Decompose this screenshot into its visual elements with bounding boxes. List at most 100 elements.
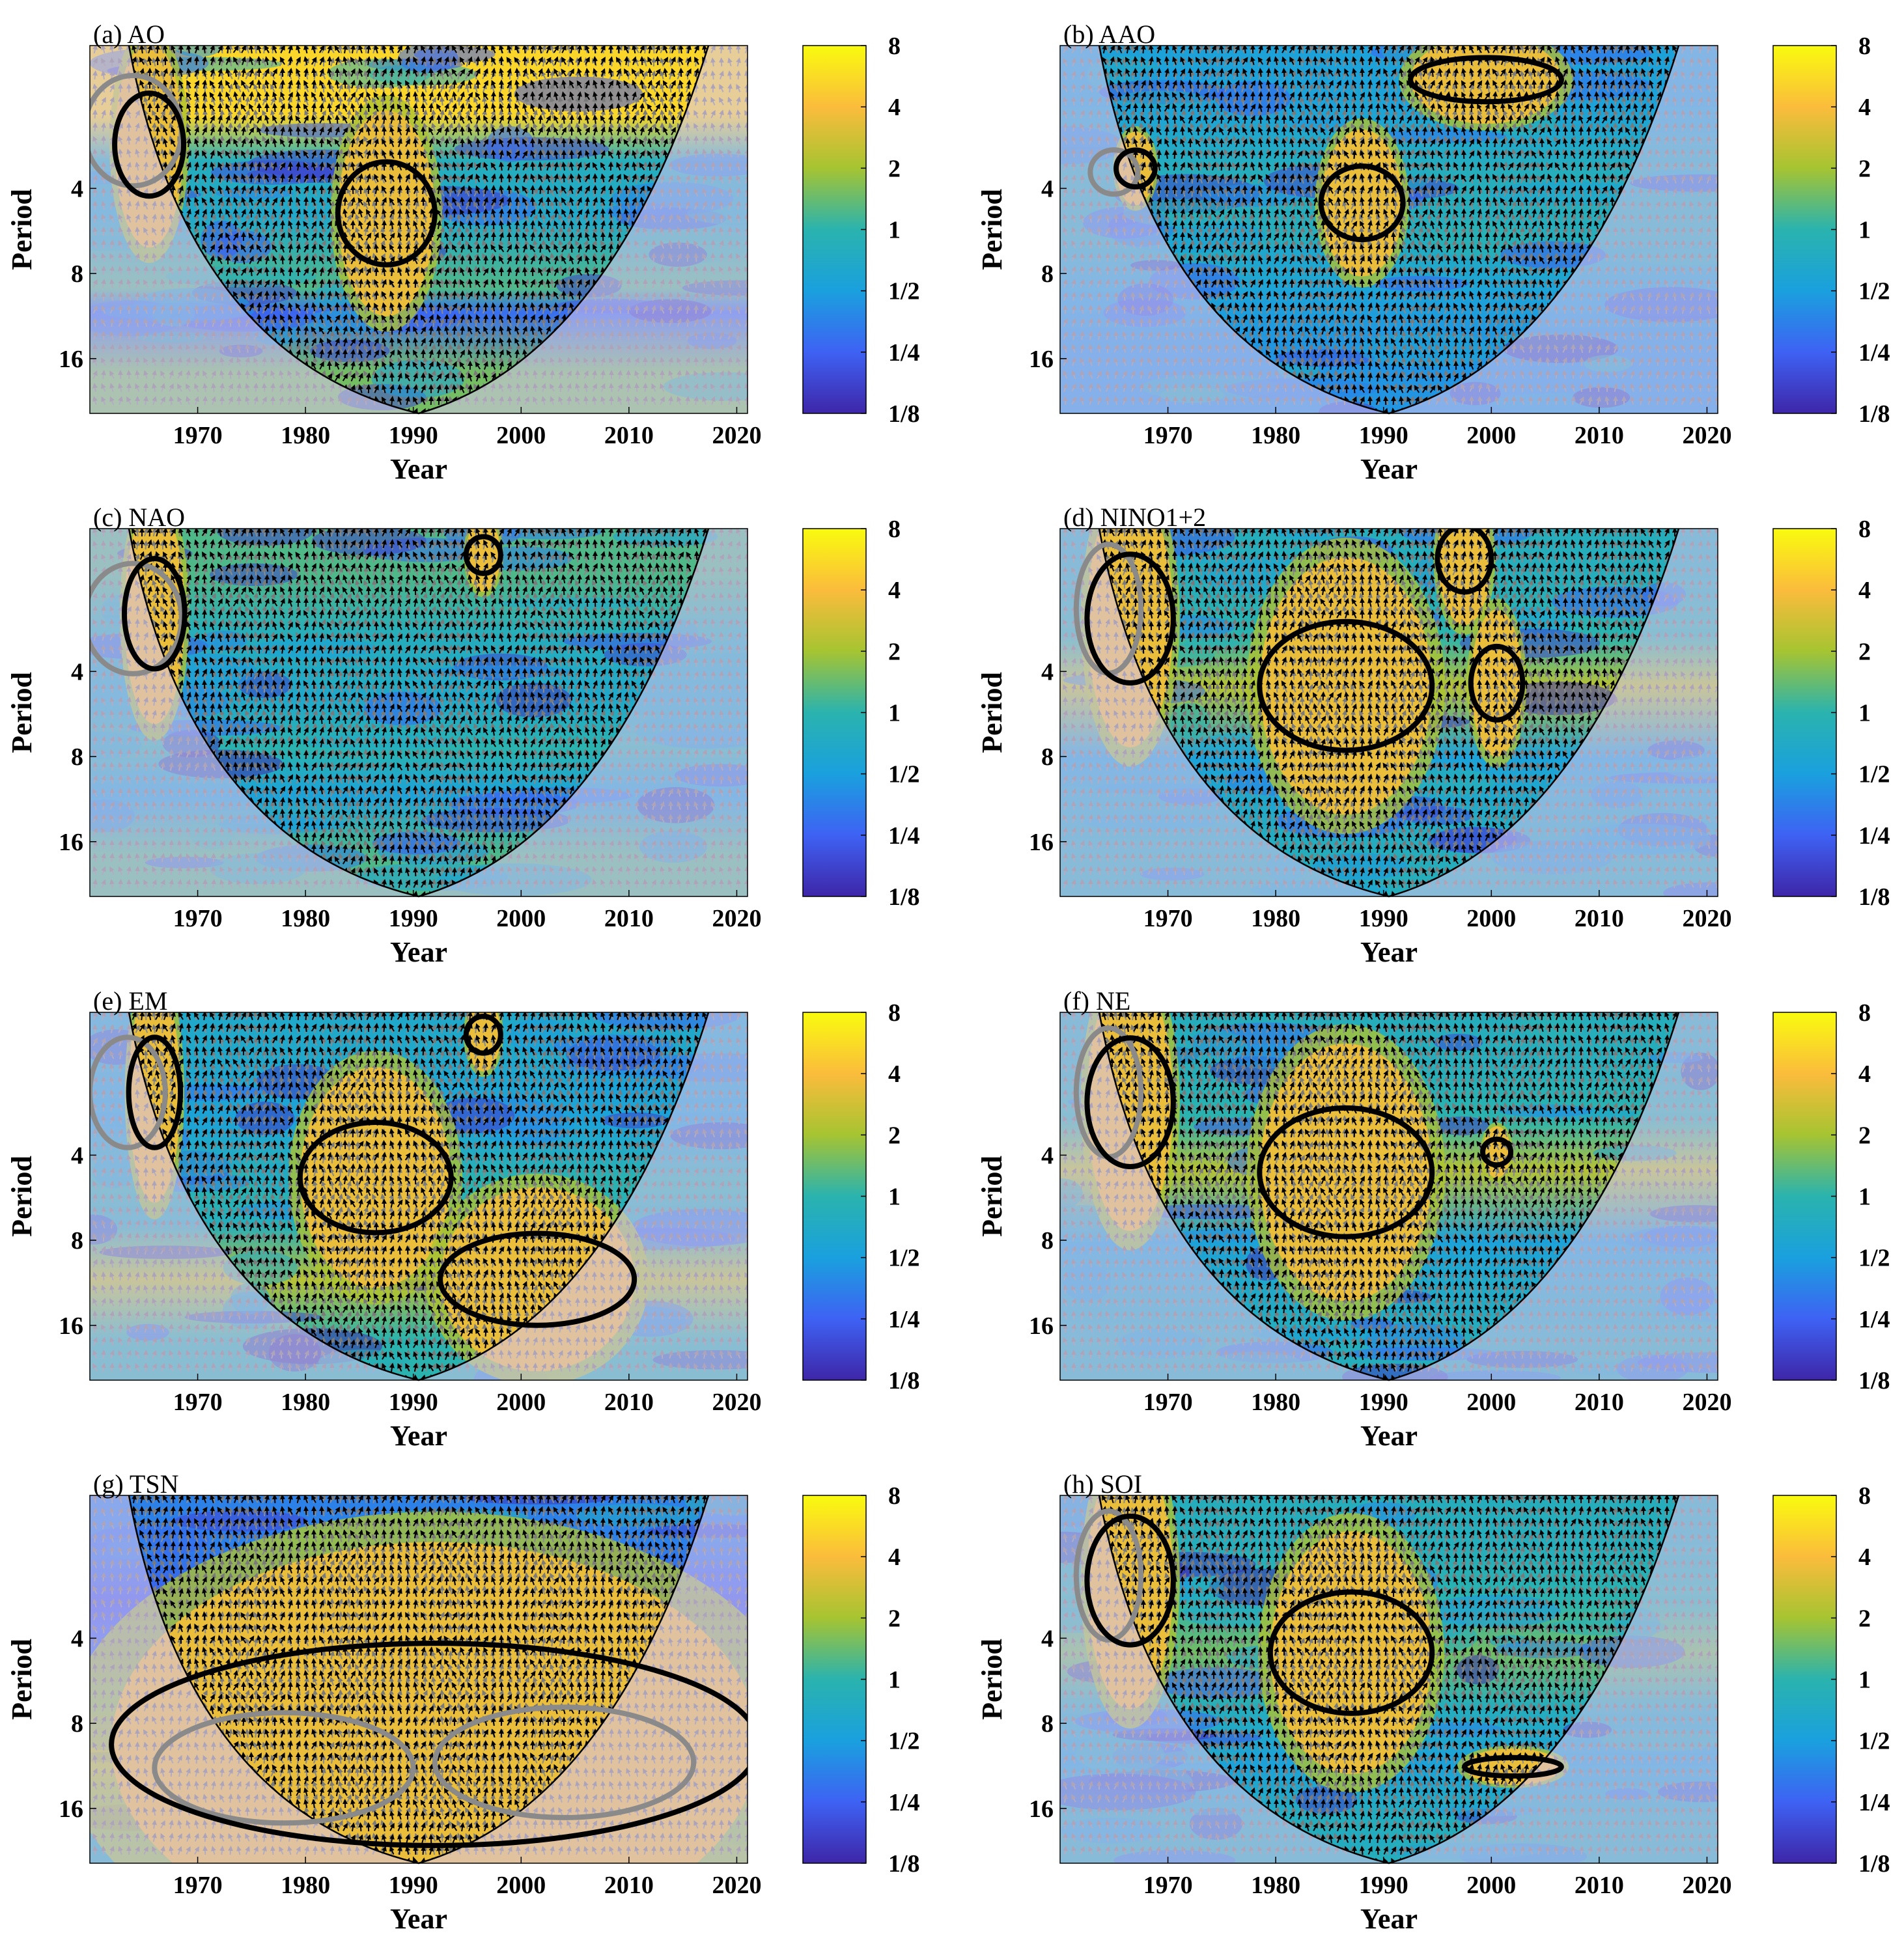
phase-arrow (478, 303, 479, 311)
phase-arrow (391, 339, 392, 346)
phase-arrow (571, 104, 572, 112)
phase-arrow (524, 268, 525, 276)
x-tick-label: 2020 (712, 422, 761, 449)
phase-arrow (282, 198, 283, 206)
phase-arrow (681, 69, 682, 77)
phase-arrow (524, 46, 525, 53)
phase-arrow (251, 139, 252, 147)
phase-arrow (196, 57, 197, 65)
phase-arrow (251, 174, 252, 182)
phase-arrow (618, 46, 619, 53)
phase-arrow (501, 174, 502, 182)
phase-arrow (462, 128, 463, 135)
phase-arrow (329, 362, 330, 370)
phase-arrow (524, 210, 525, 217)
phase-arrow (650, 69, 651, 77)
phase-arrow (360, 327, 361, 335)
phase-arrow (454, 81, 455, 89)
phase-arrow (345, 81, 346, 89)
phase-arrow (329, 280, 330, 288)
phase-arrow (563, 116, 564, 124)
phase-arrow (314, 186, 315, 194)
phase-arrow (353, 303, 354, 311)
phase-arrow (219, 210, 220, 217)
phase-arrow (282, 81, 283, 89)
phase-arrow (485, 315, 486, 323)
phase-arrow (329, 57, 330, 65)
phase-arrow (430, 257, 431, 264)
phase-arrow (478, 245, 479, 253)
phase-arrow (266, 268, 267, 276)
phase-arrow (532, 198, 533, 206)
phase-arrow (540, 292, 541, 299)
phase-arrow (430, 81, 431, 89)
phase-arrow (431, 57, 432, 65)
y-tick-label: 8 (71, 260, 83, 288)
phase-arrow (267, 92, 268, 100)
phase-arrow (540, 186, 541, 194)
y-tick-label: 16 (59, 346, 83, 373)
phase-arrow (298, 81, 299, 89)
phase-arrow (563, 174, 564, 182)
colorbar-tick-label: 1/8 (888, 400, 920, 428)
phase-arrow (360, 116, 361, 124)
phase-arrow (306, 292, 307, 299)
colorbar-tick-label: 1/4 (888, 339, 920, 367)
phase-arrow (603, 233, 604, 241)
phase-arrow (306, 198, 307, 206)
phase-arrow (392, 69, 393, 77)
phase-arrow (478, 57, 479, 65)
x-tick-label: 2000 (496, 422, 546, 449)
phase-arrow (564, 139, 565, 147)
phase-arrow (298, 221, 299, 229)
colorbar-tick-label: 4 (888, 94, 901, 121)
phase-arrow (564, 221, 565, 229)
phase-arrow (563, 233, 564, 241)
phase-arrow (610, 92, 611, 100)
phase-arrow (532, 292, 533, 299)
x-tick-label: 1980 (281, 422, 330, 449)
phase-arrow (555, 210, 556, 217)
phase-arrow (345, 139, 346, 147)
phase-arrow (227, 46, 228, 53)
phase-arrow (376, 268, 377, 276)
phase-arrow (298, 327, 299, 335)
colorbar (803, 46, 866, 413)
phase-arrow (509, 174, 510, 182)
colorbar-tick-label: 8 (888, 33, 901, 60)
x-axis-label: Year (390, 453, 447, 485)
phase-arrow (282, 174, 283, 182)
phase-arrow (493, 151, 494, 159)
phase-arrow (376, 292, 377, 299)
phase-arrow (399, 116, 400, 124)
phase-arrow (540, 210, 541, 217)
phase-arrow (555, 303, 556, 311)
panel-title: (a) AO (93, 20, 165, 49)
phase-arrow (540, 245, 541, 253)
phase-arrow (235, 210, 236, 217)
phase-arrow (548, 186, 549, 194)
phase-arrow (368, 46, 369, 53)
phase-arrow (516, 198, 517, 206)
phase-arrow (603, 210, 604, 217)
phase-arrow (290, 186, 291, 194)
phase-arrow (517, 69, 518, 77)
phase-arrow (376, 198, 377, 206)
colorbar-tick-label: 1 (888, 217, 901, 244)
phase-arrow (337, 233, 338, 241)
phase-arrow (423, 350, 424, 358)
phase-arrow (462, 257, 463, 264)
phase-arrow (180, 92, 181, 100)
phase-arrow (353, 186, 354, 194)
x-tick-label: 1970 (173, 422, 223, 449)
phase-arrow (641, 104, 642, 112)
phase-arrow (376, 128, 377, 135)
phase-arrow (220, 174, 221, 182)
x-tick-label: 1990 (389, 422, 438, 449)
phase-arrow (337, 116, 338, 124)
phase-arrow (298, 128, 299, 135)
phase-arrow (532, 221, 533, 229)
